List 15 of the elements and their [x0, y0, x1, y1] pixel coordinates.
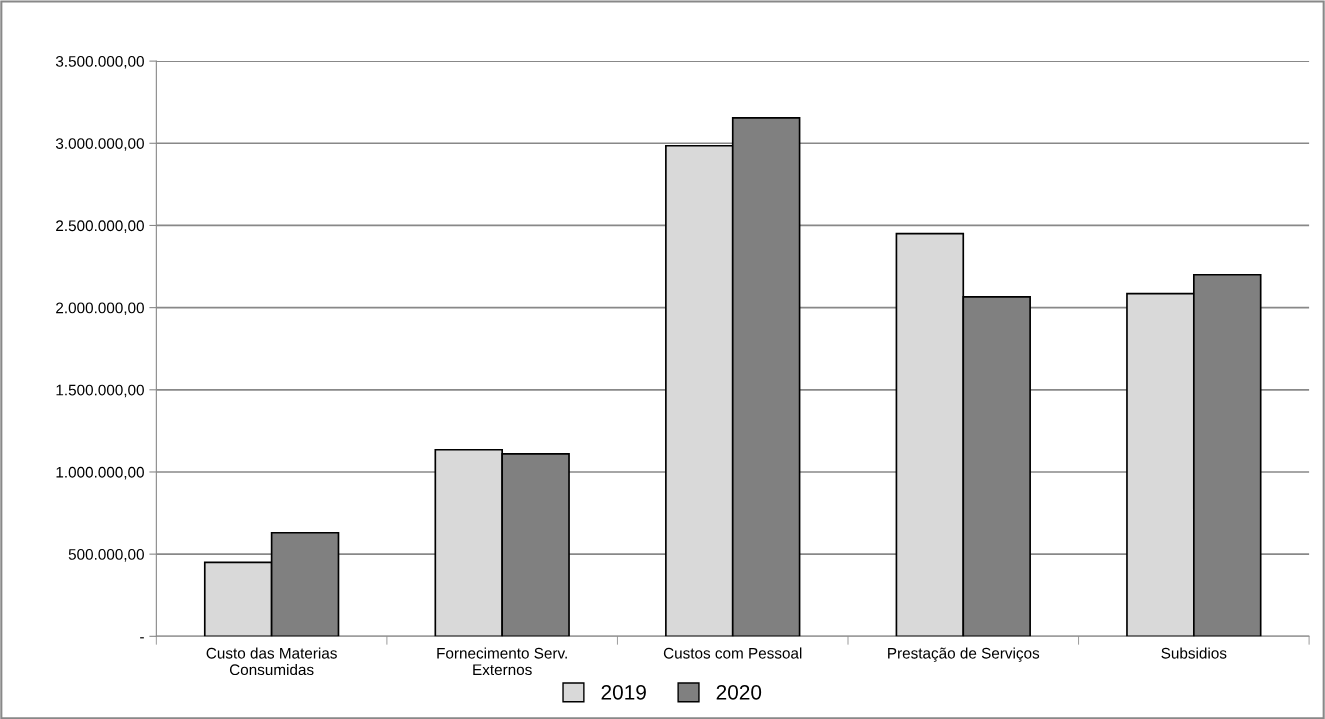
y-tick-label: 2.500.000,00 — [56, 220, 144, 233]
y-tick-label: 2.000.000,00 — [56, 302, 144, 316]
x-tick-label: Prestação de Serviços — [888, 647, 1040, 662]
x-tick-label: Fornecimento Serv. Externos — [437, 647, 567, 676]
y-tick-label: - — [140, 637, 144, 639]
y-tick-label: 3.500.000,00 — [55, 55, 144, 69]
y-tick-label: 500.000,00 — [68, 549, 144, 562]
legend-label: 2019 — [601, 684, 646, 700]
legend-label: 2020 — [716, 684, 762, 700]
x-tick-label: Subsidios — [1161, 647, 1227, 659]
y-tick-label: 3.000.000,00 — [55, 138, 144, 151]
x-tick-label: Custo das Materias Consumidas — [206, 647, 337, 676]
x-tick-label: Custos com Pessoal — [663, 647, 802, 659]
y-tick-label: 1.000.000,00 — [56, 466, 144, 480]
y-tick-label: 1.500.000,00 — [56, 384, 144, 398]
